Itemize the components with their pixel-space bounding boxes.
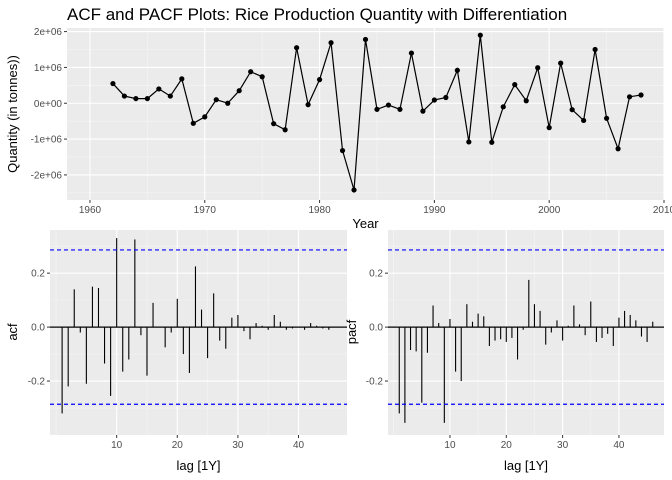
data-point xyxy=(615,146,621,152)
data-point xyxy=(569,107,575,113)
chart-title: ACF and PACF Plots: Rice Production Quan… xyxy=(67,5,567,24)
x-tick-label: 2010 xyxy=(653,205,672,216)
x-tick-label: 20 xyxy=(172,440,184,451)
data-point xyxy=(133,95,139,102)
acf-y-ticks: -0.2 0.0 0.2 xyxy=(28,269,50,388)
data-point xyxy=(385,102,392,108)
x-tick-label: 40 xyxy=(613,440,625,451)
y-tick-label: 0.2 xyxy=(369,269,383,280)
acf-confidence-bounds xyxy=(50,249,347,405)
data-point xyxy=(408,50,415,56)
pacf-y-axis-title: pacf xyxy=(344,319,359,344)
data-point xyxy=(339,147,346,154)
data-point xyxy=(316,77,323,83)
data-point xyxy=(558,60,564,66)
time-series-y-axis-title: Quantity (in tonnes)) xyxy=(5,55,20,173)
y-tick-label: 0.2 xyxy=(31,269,45,280)
data-point xyxy=(603,115,610,121)
x-tick-label: 1980 xyxy=(308,205,331,216)
pacf-x-axis-title: lag [1Y] xyxy=(504,458,548,473)
x-tick-label: 30 xyxy=(557,440,569,451)
data-point xyxy=(167,93,173,99)
time-series-points xyxy=(110,32,644,193)
data-point xyxy=(397,106,403,112)
data-point xyxy=(202,114,208,120)
x-tick-label: 40 xyxy=(293,440,305,451)
data-point xyxy=(420,108,426,114)
x-tick-label: 1990 xyxy=(423,205,446,216)
pacf-bars xyxy=(388,279,664,423)
data-point xyxy=(259,74,265,80)
data-point xyxy=(351,187,357,193)
data-point xyxy=(489,139,495,145)
data-point xyxy=(512,82,518,88)
time-series-gridlines xyxy=(67,28,665,200)
acf-panel: 10 20 30 40 -0.2 0.0 0.2 lag [1Y] acf xyxy=(5,230,347,473)
data-point xyxy=(271,121,277,127)
data-point xyxy=(592,46,598,53)
data-point xyxy=(225,100,231,106)
x-tick-label: 20 xyxy=(501,440,513,451)
y-tick-label: 0.0 xyxy=(31,323,45,334)
acf-y-axis-title: acf xyxy=(5,323,20,341)
acf-plot-area xyxy=(50,230,347,435)
x-tick-label: 1960 xyxy=(79,205,102,216)
acf-x-ticks: 10 20 30 40 xyxy=(111,435,305,451)
x-tick-label: 10 xyxy=(444,440,456,451)
x-tick-label: 10 xyxy=(111,440,123,451)
data-point xyxy=(190,120,196,126)
pacf-plot-area xyxy=(388,230,664,435)
data-point xyxy=(500,104,506,110)
data-point xyxy=(626,94,633,100)
data-point xyxy=(282,127,288,133)
data-point xyxy=(638,92,644,98)
data-point xyxy=(535,65,541,71)
pacf-panel: 10 20 30 40 -0.2 0.0 0.2 lag [1Y] pacf xyxy=(344,230,664,473)
time-series-panel: 1960 1970 1980 1990 2000 2010 -2e+06 -1e+06 0e+… xyxy=(5,27,672,231)
data-point xyxy=(121,93,128,99)
data-point xyxy=(523,98,529,104)
time-series-plot-area xyxy=(67,28,664,200)
data-point xyxy=(236,88,242,94)
y-tick-label: 2e+06 xyxy=(34,27,63,38)
x-tick-label: 30 xyxy=(232,440,244,451)
pacf-x-ticks: 10 20 30 40 xyxy=(444,435,625,451)
y-tick-label: -0.2 xyxy=(366,377,384,388)
data-point xyxy=(294,45,300,51)
pacf-confidence-bounds xyxy=(388,249,664,405)
time-series-y-ticks: -2e+06 -1e+06 0e+00 1e+06 2e+06 xyxy=(31,27,67,181)
data-point xyxy=(466,139,472,145)
data-point xyxy=(454,67,460,73)
y-tick-label: 0.0 xyxy=(369,323,383,334)
data-point xyxy=(213,97,219,103)
data-point xyxy=(179,76,185,82)
data-point xyxy=(477,32,483,38)
x-tick-label: 2000 xyxy=(538,205,561,216)
data-point xyxy=(443,94,449,101)
y-tick-label: 0e+00 xyxy=(34,99,63,110)
y-tick-label: -0.2 xyxy=(28,377,46,388)
pacf-y-ticks: -0.2 0.0 0.2 xyxy=(366,269,388,388)
data-point xyxy=(156,86,162,92)
data-point xyxy=(110,80,116,87)
time-series-x-axis-title: Year xyxy=(352,216,379,231)
data-point xyxy=(305,102,311,108)
acf-x-axis-title: lag [1Y] xyxy=(176,458,220,473)
acf-bars xyxy=(50,238,347,414)
y-tick-label: -1e+06 xyxy=(31,135,63,146)
data-point xyxy=(374,106,380,112)
data-point xyxy=(328,40,334,46)
time-series-x-ticks: 1960 1970 1980 1990 2000 2010 xyxy=(79,200,672,216)
data-point xyxy=(144,95,150,102)
data-point xyxy=(248,69,254,75)
data-point xyxy=(546,125,552,131)
x-tick-label: 1970 xyxy=(194,205,217,216)
y-tick-label: -2e+06 xyxy=(31,170,63,181)
data-point xyxy=(431,97,437,103)
data-point xyxy=(581,117,587,124)
data-point xyxy=(362,36,369,43)
y-tick-label: 1e+06 xyxy=(34,63,63,74)
